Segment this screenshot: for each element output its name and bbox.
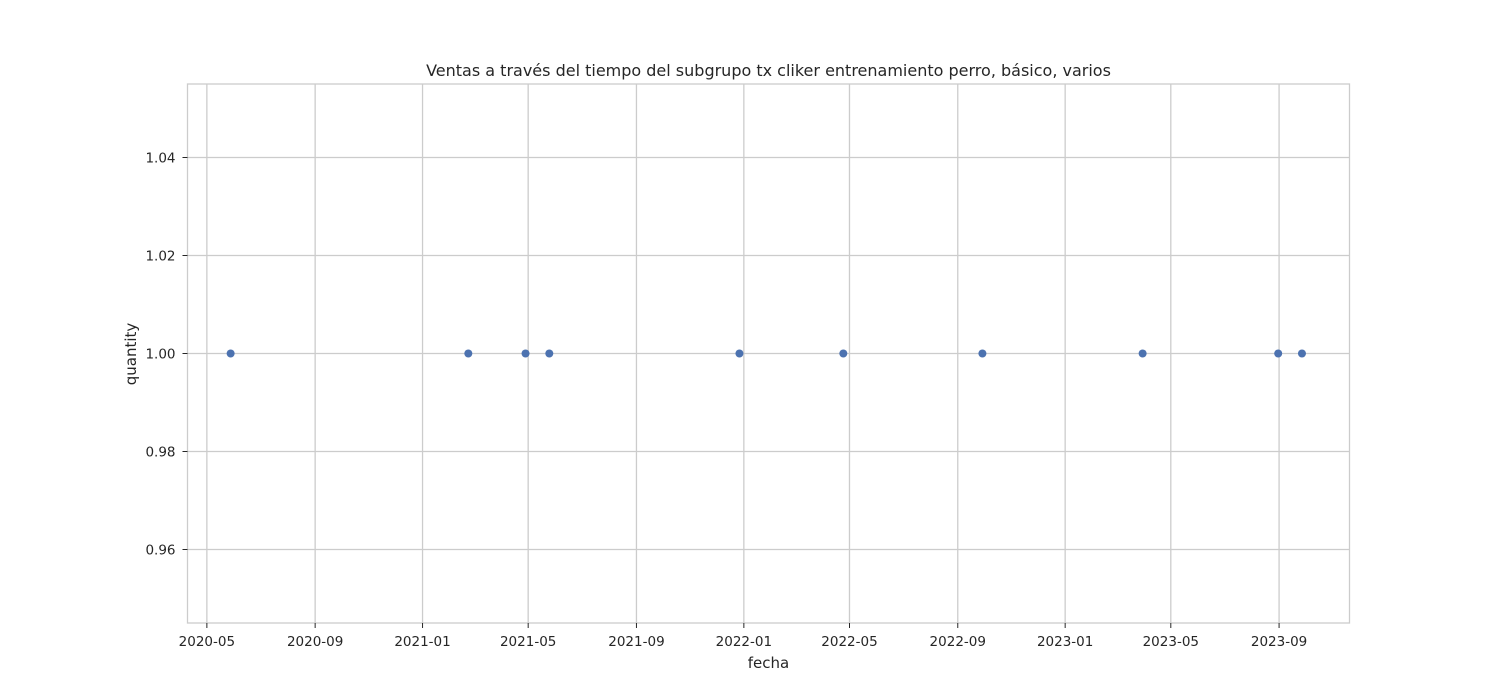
- x-tick-label: 2022-09: [930, 634, 986, 650]
- x-tick-label: 2022-05: [821, 634, 877, 650]
- y-tick-label: 0.98: [145, 445, 175, 461]
- x-tick-label: 2023-09: [1251, 634, 1307, 650]
- ticks-layer: 2020-05 2020-09 2021-01 2021-05 2021-09 2022-…: [145, 151, 1307, 651]
- data-point: [1274, 349, 1283, 358]
- data-point: [464, 349, 473, 358]
- data-point: [1138, 349, 1147, 358]
- data-point: [1297, 349, 1306, 358]
- x-tick-label: 2021-05: [500, 634, 556, 650]
- x-tick-label: 2020-09: [287, 634, 343, 650]
- y-tick-label: 1.00: [145, 347, 175, 363]
- y-tick-label: 1.02: [145, 249, 175, 265]
- x-tick-label: 2021-09: [608, 634, 664, 650]
- x-tick-label: 2023-05: [1143, 634, 1199, 650]
- x-tick-label: 2021-01: [394, 634, 450, 650]
- points-layer: [226, 349, 1306, 358]
- data-point: [839, 349, 848, 358]
- chart-title: Ventas a través del tiempo del subgrupo …: [426, 61, 1111, 80]
- data-point: [978, 349, 987, 358]
- data-point: [735, 349, 744, 358]
- data-point: [545, 349, 554, 358]
- x-tick-label: 2022-01: [716, 634, 772, 650]
- x-tick-label: 2020-05: [179, 634, 235, 650]
- x-tick-label: 2023-01: [1037, 634, 1093, 650]
- data-point: [226, 349, 235, 358]
- data-point: [521, 349, 530, 358]
- y-tick-label: 0.96: [145, 543, 175, 559]
- y-tick-label: 1.04: [145, 151, 175, 167]
- x-axis-label: fecha: [748, 654, 789, 672]
- grid-layer: [187, 84, 1350, 623]
- y-axis-label: quantity: [122, 323, 140, 386]
